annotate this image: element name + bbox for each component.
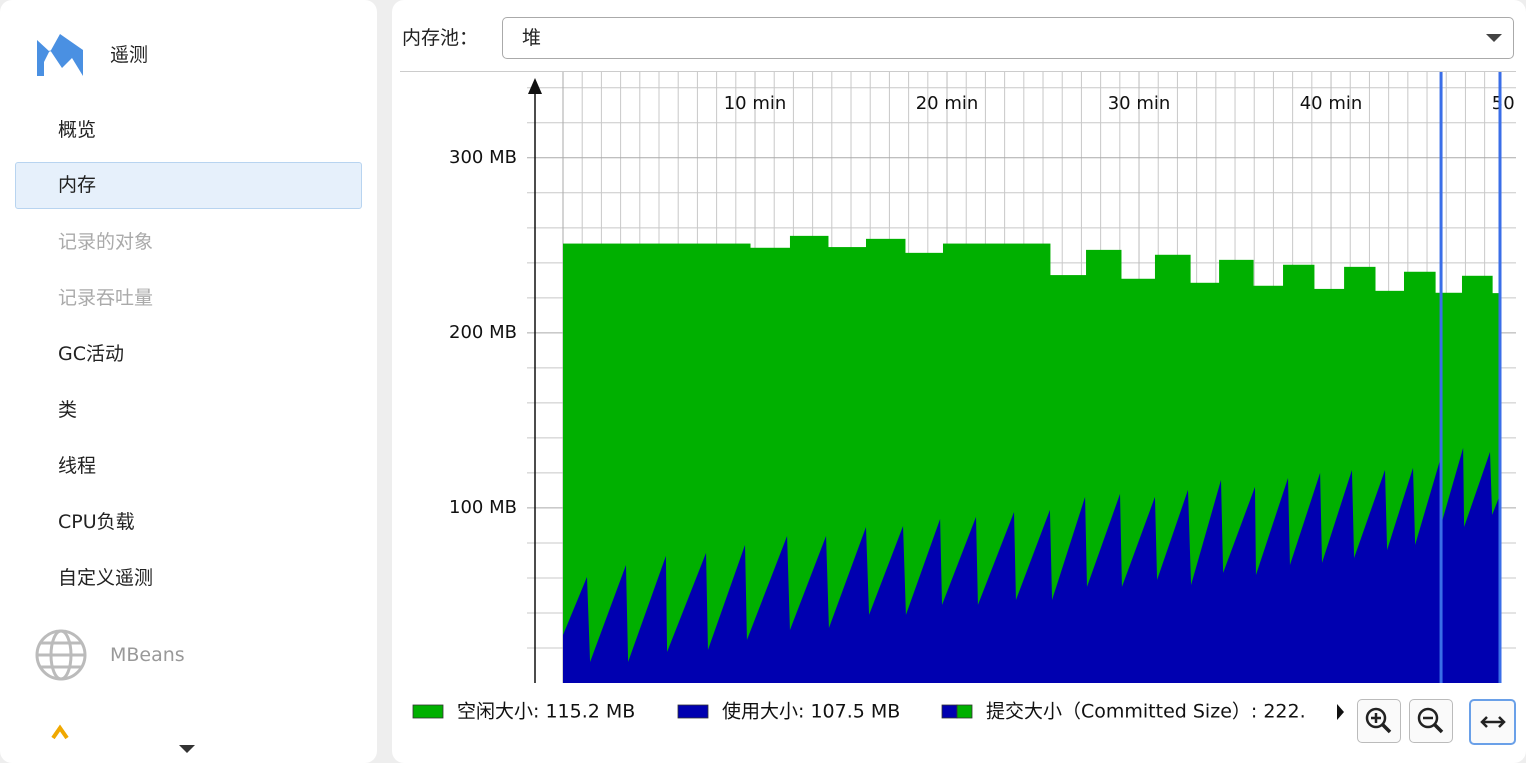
nav-item[interactable]: 线程 xyxy=(58,455,97,477)
nav-item: 记录吞吐量 xyxy=(58,287,154,309)
dropdown-arrow xyxy=(1486,34,1502,42)
mbeans-label[interactable]: MBeans xyxy=(110,644,185,666)
x-tick-label: 50 min xyxy=(1492,93,1516,114)
sidebar-footer-icons xyxy=(51,724,195,753)
area-step xyxy=(1492,293,1501,683)
legend-label: 空闲大小: 115.2 MB xyxy=(457,701,635,723)
logo xyxy=(37,34,83,76)
x-tick-label: 40 min xyxy=(1300,93,1363,114)
chart: 10 min 20 min 30 min 40 min 50 min 100 MB 200 … xyxy=(449,72,1516,684)
fit-button[interactable] xyxy=(1469,699,1516,745)
sidebar-title: 遥测 xyxy=(110,44,149,66)
x-tick-label: 30 min xyxy=(1108,93,1171,114)
y-axis-arrow xyxy=(528,78,542,94)
nav-item[interactable]: 类 xyxy=(58,399,78,421)
legend-swatch xyxy=(677,704,709,719)
y-tick-label: 200 MB xyxy=(449,322,517,343)
y-tick-label: 100 MB xyxy=(449,497,517,518)
sidebar: 遥测 MBeans 概览内存记录的对象记录吞吐量 GC活动类线程 CPU负载自定义遥… xyxy=(0,0,377,763)
legend-label: 提交大小（Committed Size）: 222. xyxy=(986,701,1306,723)
separator xyxy=(400,71,1516,72)
area xyxy=(563,447,1500,683)
y-tick-label: 300 MB xyxy=(449,147,517,168)
nav-item[interactable]: 自定义遥测 xyxy=(58,567,154,589)
nav-item[interactable]: GC活动 xyxy=(58,343,124,365)
nav-item[interactable]: 内存 xyxy=(15,162,362,209)
legend-swatch xyxy=(956,704,973,719)
legend-swatch xyxy=(412,704,444,719)
x-tick-label: 20 min xyxy=(916,93,979,114)
pool-label: 内存池： xyxy=(402,27,479,49)
x-tick-label: 10 min xyxy=(724,93,787,114)
zoom-out-button[interactable] xyxy=(1409,699,1453,743)
nav-item[interactable]: CPU负载 xyxy=(58,511,135,533)
nav-item[interactable]: 概览 xyxy=(58,119,97,141)
legend: 空闲大小: 115.2 MB 使用大小: 107.5 MB 提交大小（Committ… xyxy=(412,701,1344,723)
pool-value: 堆 xyxy=(522,27,542,49)
globe-icon xyxy=(35,629,87,681)
legend-label: 使用大小: 107.5 MB xyxy=(722,701,900,723)
legend-swatch xyxy=(941,704,958,719)
pool-select[interactable]: 堆 xyxy=(502,17,1514,59)
zoom-in-button[interactable] xyxy=(1357,699,1401,743)
legend-more-arrow xyxy=(1337,704,1344,720)
nav-item: 记录的对象 xyxy=(58,231,154,253)
